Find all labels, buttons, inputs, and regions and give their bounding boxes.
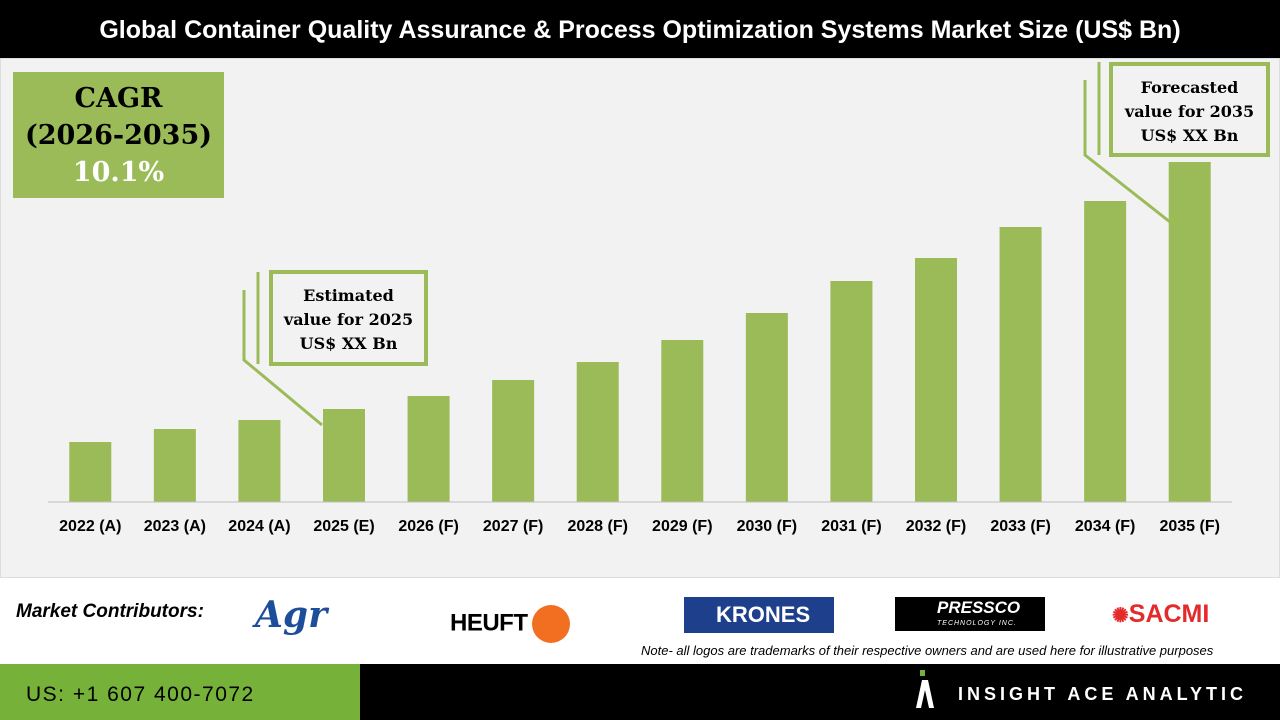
bar-2031 — [830, 281, 873, 502]
bar-2023 — [153, 429, 196, 502]
sacmi-emblem-icon: ✺ — [1112, 605, 1129, 627]
estimated-callout: Estimated value for 2025 US$ XX Bn — [269, 270, 428, 366]
x-tick-label: 2035 (F) — [1159, 518, 1219, 535]
chart-title: Global Container Quality Assurance & Pro… — [0, 0, 1280, 58]
bar-2032 — [915, 258, 957, 502]
x-tick-label: 2034 (F) — [1075, 518, 1135, 535]
bar-2026 — [407, 396, 450, 502]
callout-line: Estimated — [303, 286, 394, 305]
x-tick-label: 2025 (E) — [313, 518, 374, 535]
pressco-text: PRESSCO — [937, 598, 1021, 617]
sacmi-text: SACMI — [1128, 600, 1210, 628]
bar-2030 — [745, 313, 788, 502]
insight-ace-logo-icon — [916, 670, 934, 708]
krones-logo: KRONES — [684, 597, 834, 633]
cagr-period: (2026-2035) — [24, 120, 213, 151]
x-tick-label: 2022 (A) — [59, 518, 121, 535]
x-tick-label: 2027 (F) — [483, 518, 543, 535]
heuft-text: HEUFT — [450, 609, 528, 637]
pressco-subtext: TECHNOLOGY INC. — [937, 620, 1017, 627]
heuft-logo: HEUFT — [450, 605, 570, 643]
trademark-note: Note- all logos are trademarks of their … — [641, 643, 1214, 658]
x-tick-label: 2030 (F) — [737, 518, 797, 535]
sacmi-logo: ✺SACMI — [1112, 600, 1209, 629]
market-contributors-label: Market Contributors: — [16, 601, 204, 622]
bar-2027 — [492, 380, 535, 502]
agr-logo: Agr — [255, 594, 328, 636]
heuft-wave-icon — [531, 605, 570, 643]
x-tick-label: 2031 (F) — [821, 518, 881, 535]
bar-2029 — [661, 340, 704, 502]
bar-2025 — [323, 409, 365, 502]
forecasted-callout: Forecasted value for 2035 US$ XX Bn — [1109, 62, 1270, 157]
x-tick-label: 2028 (F) — [567, 518, 627, 535]
x-tick-label: 2026 (F) — [398, 518, 458, 535]
pressco-logo: PRESSCO TECHNOLOGY INC. — [895, 597, 1045, 631]
x-tick-label: 2024 (A) — [228, 518, 290, 535]
bar-2035 — [1168, 162, 1211, 502]
x-tick-label: 2033 (F) — [990, 518, 1050, 535]
callout-line: value for 2025 — [283, 310, 414, 329]
callout-line: US$ XX Bn — [299, 334, 398, 353]
phone-number: US: +1 607 400-7072 — [0, 664, 360, 720]
cagr-value: 10.1% — [72, 157, 165, 188]
cagr-label: CAGR — [74, 83, 163, 114]
x-tick-label: 2032 (F) — [906, 518, 966, 535]
x-tick-label: 2023 (A) — [144, 518, 206, 535]
cagr-box: CAGR (2026-2035) 10.1% — [13, 72, 224, 198]
bar-2028 — [576, 362, 619, 502]
callout-line: Forecasted — [1140, 78, 1239, 97]
callout-line: US$ XX Bn — [1140, 126, 1239, 145]
estimated-callout-connector — [242, 290, 323, 427]
bar-2022 — [69, 442, 112, 502]
bar-chart: 2022 (A) 2023 (A) 2024 (A) 2025 (E) 2026 (F)… — [48, 62, 1232, 535]
brand-name: INSIGHT ACE ANALYTIC — [958, 684, 1248, 704]
bar-2033 — [999, 227, 1042, 502]
x-tick-label: 2029 (F) — [652, 518, 712, 535]
bar-2024 — [238, 420, 281, 502]
footer-bar — [360, 664, 1280, 720]
forecasted-callout-connector — [1083, 80, 1171, 224]
bar-2034 — [1084, 201, 1127, 502]
callout-line: value for 2035 — [1124, 102, 1255, 121]
